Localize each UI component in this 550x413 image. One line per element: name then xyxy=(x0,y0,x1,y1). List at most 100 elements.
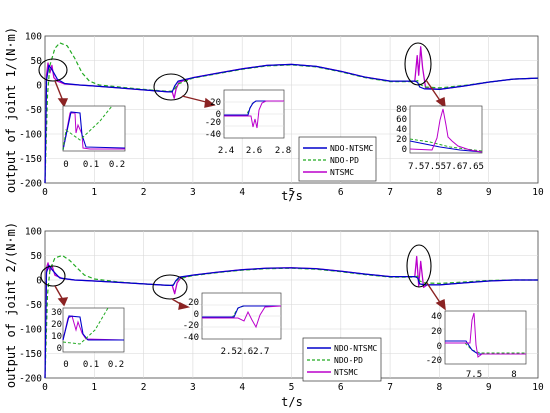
inset-2a-ytick-2: 10 xyxy=(51,332,62,342)
x-tick-label-2-2: 2 xyxy=(141,382,147,393)
x-tick-label-1-1: 1 xyxy=(91,187,97,198)
inset-1b-xtick-1: 2.6 xyxy=(246,146,262,156)
x-tick-label-2-4: 4 xyxy=(239,382,245,393)
inset-1c: 80 60 40 20 0 7.57.557.67.65 xyxy=(396,105,484,172)
inset-1c-ytick-1: 60 xyxy=(396,115,407,125)
legend-1-item-0: NDO-NTSMC xyxy=(330,144,374,153)
legend-2: NDO-NTSMC NDO-PD NTSMC xyxy=(302,337,382,382)
zoom-ellipse-2a xyxy=(40,265,66,287)
inset-2a-xtick-0: 0 xyxy=(63,360,68,370)
x-tick-label-1-2: 2 xyxy=(141,187,147,198)
inset-1b-xtick-0: 2.4 xyxy=(218,146,234,156)
x-tick-label-1-4: 4 xyxy=(239,187,245,198)
x-tick-label-1-0: 0 xyxy=(42,187,48,198)
inset-2a-ytick-1: 20 xyxy=(51,320,62,330)
inset-2c: 40 20 0 -20 7.5 8 xyxy=(426,310,527,380)
legend-1-item-2: NTSMC xyxy=(330,168,354,177)
inset-1b-xtick-2: 2.8 xyxy=(275,146,291,156)
inset-2b: 20 0 -20 -40 2.52.62.7 xyxy=(183,292,282,357)
inset-2a: 30 20 10 0 0 0.1 0.2 xyxy=(51,307,125,370)
y-tick-label-2-3: -50 xyxy=(25,300,42,311)
y-tick-label-1-0: 100 xyxy=(25,32,42,43)
y-tick-label-2-5: -150 xyxy=(19,349,42,360)
y-tick-label-1-1: 50 xyxy=(31,56,43,67)
zoom-ellipse-1c xyxy=(404,42,432,86)
inset-2a-xtick-1: 0.1 xyxy=(83,360,99,370)
inset-1a: 0 0.1 0.2 xyxy=(62,105,126,170)
inset-1b-ytick-2: -20 xyxy=(205,118,221,128)
x-tick-label-2-1: 1 xyxy=(91,382,97,393)
y-tick-label-2-2: 0 xyxy=(36,276,42,287)
y-tick-label-1-6: -200 xyxy=(19,179,42,190)
inset-1a-xtick-2: 0.2 xyxy=(109,160,125,170)
inset-1c-ytick-2: 40 xyxy=(396,125,407,135)
x-tick-label-2-9: 9 xyxy=(486,382,492,393)
inset-2c-xtick-0: 7.5 xyxy=(466,370,482,380)
y-tick-label-1-2: 0 xyxy=(36,81,42,92)
y-tick-label-2-1: 50 xyxy=(31,251,43,262)
x-tick-label-1-8: 8 xyxy=(437,187,443,198)
inset-2b-ytick-2: -20 xyxy=(183,321,199,331)
zoom-ellipse-1b xyxy=(153,73,189,101)
inset-2c-ytick-0: 40 xyxy=(431,312,442,322)
legend-2-item-0: NDO-NTSMC xyxy=(334,344,378,353)
legend-2-item-1: NDO-PD xyxy=(334,356,363,365)
x-tick-label-1-6: 6 xyxy=(338,187,344,198)
inset-1c-ytick-4: 0 xyxy=(402,145,407,155)
legend-1: NDO-NTSMC NDO-PD NTSMC xyxy=(298,136,377,182)
y-axis-label-2: output of joint 2/(N·m) xyxy=(4,222,18,388)
inset-2c-ytick-1: 20 xyxy=(431,327,442,337)
x-axis-label-1: t/s xyxy=(281,189,303,203)
y-tick-label-1-4: -100 xyxy=(19,130,42,141)
y-tick-label-1-5: -150 xyxy=(19,154,42,165)
inset-1c-ytick-0: 80 xyxy=(396,105,407,115)
inset-2b-ytick-3: -40 xyxy=(183,333,199,343)
x-tick-label-1-10: 10 xyxy=(532,187,544,198)
inset-2a-ytick-0: 30 xyxy=(51,308,62,318)
x-tick-label-1-5: 5 xyxy=(289,187,295,198)
inset-2c-ytick-3: -20 xyxy=(426,356,442,366)
x-tick-label-2-5: 5 xyxy=(289,382,295,393)
inset-1b: 20 0 -20 -40 2.4 2.6 2.8 xyxy=(205,89,291,156)
x-tick-label-1-3: 3 xyxy=(190,187,196,198)
x-tick-label-2-6: 6 xyxy=(338,382,344,393)
inset-1b-ytick-0: 20 xyxy=(210,98,221,108)
zoom-arrows-2 xyxy=(54,282,446,311)
inset-1a-xtick-0: 0 xyxy=(63,160,68,170)
legend-1-item-1: NDO-PD xyxy=(330,156,359,165)
inset-2a-xtick-2: 0.2 xyxy=(108,360,124,370)
x-tick-label-2-8: 8 xyxy=(437,382,443,393)
zoom-arrows-1 xyxy=(54,79,446,109)
y-tick-label-2-0: 100 xyxy=(25,227,42,238)
inset-2b-ytick-0: 20 xyxy=(188,298,199,308)
x-tick-label-1-7: 7 xyxy=(387,187,393,198)
zoom-ellipse-2b xyxy=(152,274,188,300)
inset-2a-ytick-3: 0 xyxy=(57,344,62,354)
x-tick-label-2-0: 0 xyxy=(42,382,48,393)
series-line-ndo-ntsmc xyxy=(44,63,539,184)
inset-1b-ytick-1: 0 xyxy=(216,110,221,120)
y-tick-label-2-6: -200 xyxy=(19,374,42,385)
x-tick-label-2-7: 7 xyxy=(387,382,393,393)
inset-2c-ytick-2: 0 xyxy=(437,342,442,352)
inset-1a-xtick-1: 0.1 xyxy=(83,160,99,170)
x-tick-label-1-9: 9 xyxy=(486,187,492,198)
x-axis-label-2: t/s xyxy=(281,395,303,409)
y-tick-label-1-3: -50 xyxy=(25,105,42,116)
y-axis-label-1: output of joint 1/(N·m) xyxy=(4,27,18,193)
x-tick-label-2-10: 10 xyxy=(532,382,544,393)
legend-2-item-2: NTSMC xyxy=(334,368,358,377)
inset-1b-ytick-3: -40 xyxy=(205,130,221,140)
zoom-ellipse-2c xyxy=(406,244,432,288)
inset-2b-xtick-0: 2.52.62.7 xyxy=(221,347,270,357)
zoom-ellipse-1a xyxy=(38,58,68,82)
y-tick-label-2-4: -100 xyxy=(19,325,42,336)
series-lines-1 xyxy=(44,42,539,184)
inset-2b-ytick-1: 0 xyxy=(194,310,199,320)
x-tick-label-2-3: 3 xyxy=(190,382,196,393)
